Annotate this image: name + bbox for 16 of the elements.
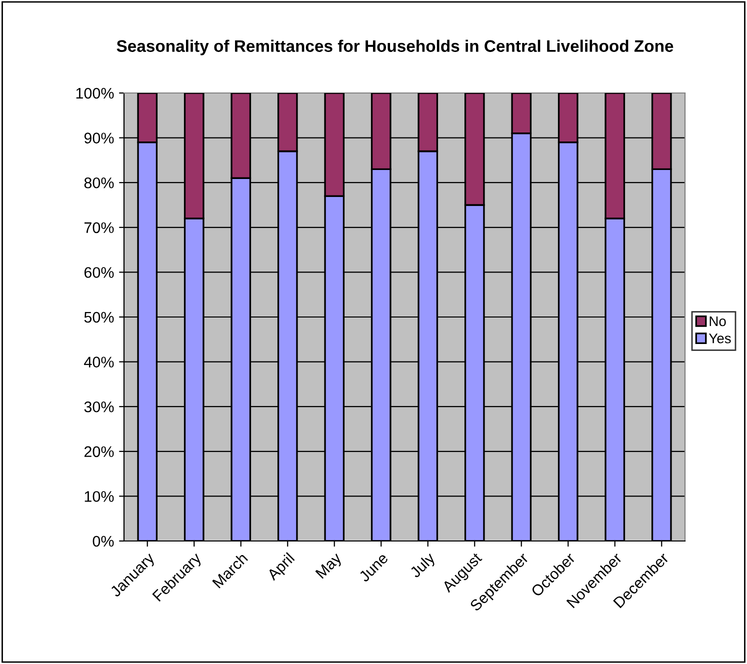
y-tick-label: 10% <box>84 491 114 502</box>
legend-label: Yes <box>708 334 731 344</box>
y-tick-label: 100% <box>76 88 114 99</box>
y-tick-label: 40% <box>84 356 114 368</box>
y-tick-label: 60% <box>84 267 114 278</box>
chart-title: Seasonality of Remittances for Households in Central Livelihood Zone <box>116 40 674 56</box>
y-tick-label: 90% <box>84 132 114 144</box>
legend-label: No <box>710 316 726 326</box>
x-tick-label: May <box>315 552 344 582</box>
y-tick-label: 0% <box>92 536 114 547</box>
y-tick-label: 70% <box>84 222 114 234</box>
y-tick-label: 20% <box>84 446 114 458</box>
x-tick-label: July <box>408 551 438 581</box>
y-tick-label: 50% <box>84 312 114 323</box>
y-tick-label: 80% <box>84 177 114 188</box>
y-tick-label: 30% <box>84 401 114 412</box>
